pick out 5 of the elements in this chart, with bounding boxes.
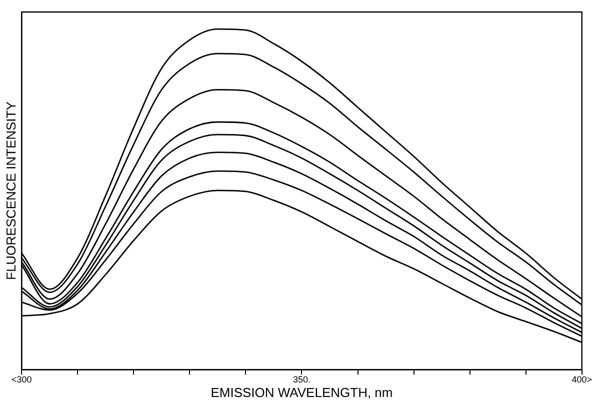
- x-tick-label: 350.: [292, 374, 310, 384]
- y-axis-title: FLUORESCENCE INTENSITY: [3, 101, 18, 280]
- x-tick-label: <300: [11, 374, 32, 384]
- x-axis-title: EMISSION WAVELENGTH, nm: [210, 384, 393, 400]
- x-tick-label: 400>: [572, 374, 592, 384]
